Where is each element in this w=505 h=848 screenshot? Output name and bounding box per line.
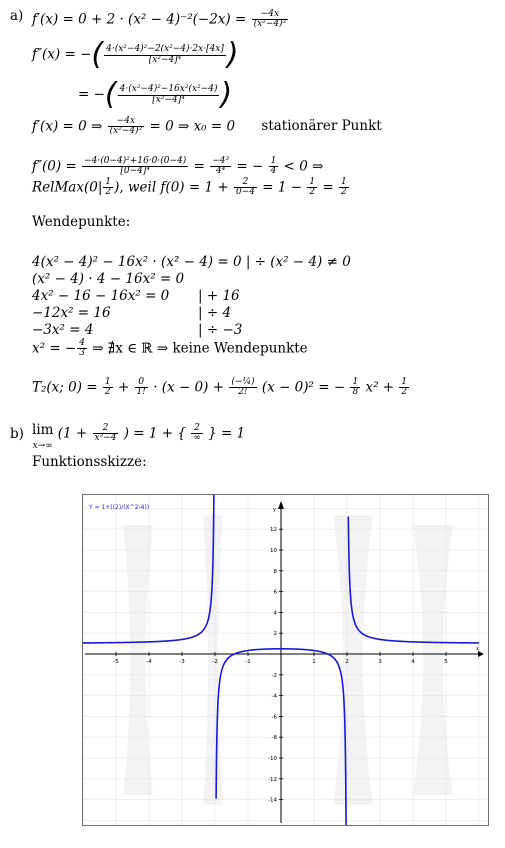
fprime-lhs: f′(x) = 0 + 2 · (x² − 4)⁻²(−2x) = <box>32 11 247 28</box>
x-tick-label: 4 <box>411 659 415 665</box>
relmax-line: RelMax(0| 1 2), weil f(0) = 1 + 2 0−4 = 1 −… <box>32 177 349 198</box>
f2-line: f″(x) = −(4·(x²−4)²−2(x²−4)·2x·[4x] [x²−4… <box>32 37 239 72</box>
wende-line-5: −3x² = 4 | ÷ −3 <box>32 322 243 338</box>
y-tick-label: 2 <box>274 631 278 637</box>
y-tick-label: -8 <box>272 735 278 741</box>
f2zero-line: f″(0) = −4·(0−4)²+16·0·(0−4) [0−4]⁴ = −4³… <box>32 156 324 177</box>
y-tick-label: -6 <box>272 714 278 720</box>
f2b-line: = −(4·(x²−4)²−16x²(x²−4) [x²−4]⁴) <box>78 77 233 112</box>
plot-formula-label: Y = 1+((2)/(X^2-4)) <box>88 504 149 511</box>
y-tick-label: 4 <box>274 610 278 616</box>
stationary-line: f′(x) = 0 ⇒ −4x (x²−4)² = 0 ⇒ x₀ = 0 stat… <box>32 116 382 137</box>
x-tick-label: 5 <box>444 659 448 665</box>
curve-left-branch <box>83 493 215 644</box>
y-axis-label: y <box>273 507 276 513</box>
x-axis-label: x <box>476 646 479 652</box>
wende-line-6: x² = −4 3 ⇒ ∄x ∈ ℝ ⇒ keine Wendepunkte <box>32 338 308 359</box>
x-tick-label: -3 <box>179 659 185 665</box>
watermark-shape <box>413 525 453 795</box>
wende-line-1: 4(x² − 4)² − 16x² · (x² − 4) = 0 | ÷ (x²… <box>32 254 351 270</box>
plot-curves <box>83 493 479 827</box>
watermark-shape <box>123 525 153 795</box>
f2b-fraction: 4·(x²−4)²−16x²(x²−4) [x²−4]⁴ <box>117 84 220 105</box>
y-tick-label: -14 <box>268 798 277 804</box>
x-tick-label: -2 <box>212 659 217 665</box>
plot-axes: xy <box>85 501 484 823</box>
wendepunkte-title: Wendepunkte: <box>32 214 131 230</box>
x-tick-label: 3 <box>378 659 382 665</box>
curve-right-branch <box>347 516 479 644</box>
sketch-title: Funktionsskizze: <box>32 454 147 470</box>
y-tick-label: 10 <box>270 548 277 554</box>
x-axis-arrow <box>478 651 484 657</box>
y-tick-label: 12 <box>270 527 277 533</box>
plot-svg: xy -5 -4 -3 -2 -1 1 2 3 4 5-14-12-10-8-6-4-224681… <box>82 487 488 827</box>
plot-watermark <box>123 515 453 805</box>
x-tick-label: 1 <box>312 659 316 665</box>
y-tick-label: -10 <box>268 756 277 762</box>
wende-line-4: −12x² = 16 | ÷ 4 <box>32 305 232 321</box>
x-tick-label: 2 <box>345 659 349 665</box>
y-axis-arrow <box>278 501 284 509</box>
watermark-shape <box>203 515 223 805</box>
limit-line: lim x→∞ (1 + 2 x²−4 ) = 1 + { 2 ∞ } = 1 <box>32 422 246 451</box>
y-tick-label: -2 <box>272 673 277 679</box>
wende-line-2: (x² − 4) · 4 − 16x² = 0 <box>32 271 185 287</box>
fprime-fraction: −4x (x²−4)² <box>251 9 289 30</box>
x-tick-label: -4 <box>146 659 152 665</box>
part-a-label: a) <box>10 8 24 24</box>
curve-middle-branch <box>215 648 347 827</box>
y-tick-label: -4 <box>272 694 278 700</box>
y-tick-label: 6 <box>274 590 278 596</box>
x-tick-label: -1 <box>245 659 250 665</box>
wende-line-3: 4x² − 16 − 16x² = 0 | + 16 <box>32 288 240 304</box>
watermark-shape <box>333 515 373 805</box>
y-tick-label: 8 <box>274 569 278 575</box>
f2-fraction: 4·(x²−4)²−2(x²−4)·2x·[4x] [x²−4]⁴ <box>104 44 226 65</box>
fprime-line: f′(x) = 0 + 2 · (x² − 4)⁻²(−2x) = −4x (x²… <box>32 9 289 30</box>
part-b-label: b) <box>10 426 24 442</box>
stationary-label: stationärer Punkt <box>261 118 382 135</box>
y-tick-label: -12 <box>268 777 277 783</box>
x-tick-label: -5 <box>113 659 119 665</box>
